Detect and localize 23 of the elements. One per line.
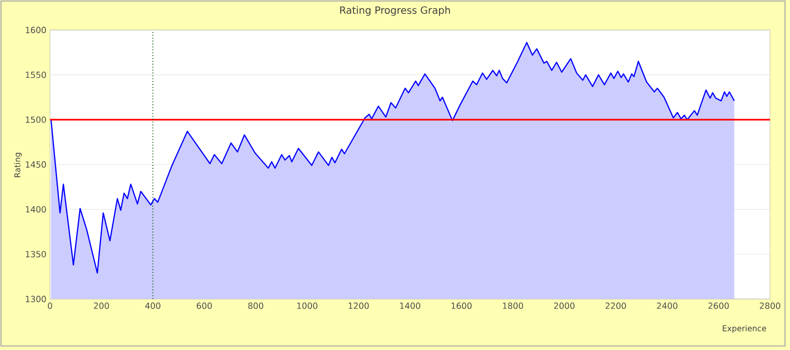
- y-tick-label: 1400: [26, 206, 46, 213]
- x-tick-label: 2200: [606, 302, 626, 309]
- x-tick-label: 2800: [760, 302, 780, 309]
- x-tick-label: 1000: [297, 302, 318, 309]
- y-tick-label: 1550: [26, 72, 46, 78]
- y-tick-label: 1450: [26, 161, 46, 168]
- chart-title: Rating Progress Graph: [340, 6, 450, 16]
- x-tick-label: 2400: [657, 302, 678, 309]
- x-tick-label: 1200: [348, 302, 369, 309]
- x-tick-label: 400: [145, 302, 160, 309]
- y-tick-label: 1350: [26, 250, 46, 258]
- x-tick-label: 1400: [400, 302, 420, 309]
- y-tick-label: 1300: [26, 296, 46, 302]
- y-tick-label: 1600: [26, 26, 46, 34]
- x-tick-label: 2600: [708, 302, 729, 309]
- x-tick-label: 1800: [503, 302, 524, 309]
- x-tick-label: 600: [196, 302, 212, 309]
- x-tick-label: 1600: [452, 302, 472, 309]
- y-tick-label: 1500: [26, 116, 46, 123]
- x-tick-label: 200: [94, 302, 109, 309]
- x-tick-label: 0: [48, 302, 52, 309]
- x-tick-label: 800: [248, 302, 264, 309]
- x-tick-label: 2000: [554, 302, 575, 309]
